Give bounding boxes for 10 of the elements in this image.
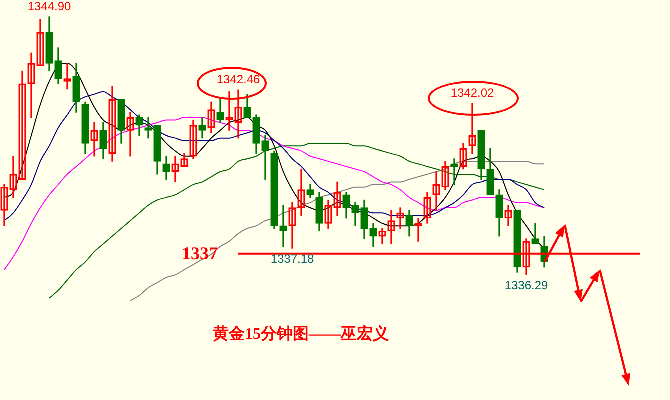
annotation: 1337.18 xyxy=(270,252,315,266)
annotation: 1336.29 xyxy=(504,278,549,292)
candlestick xyxy=(280,205,288,248)
annotation: 1342.46 xyxy=(216,72,261,86)
annotation: 1344.90 xyxy=(28,0,72,14)
annotation: 1342.02 xyxy=(450,86,495,100)
candlestick xyxy=(144,117,152,139)
candlestick xyxy=(262,135,270,180)
annotation: 1337 xyxy=(182,244,218,264)
text: 黄金15分钟图——巫宏义 xyxy=(212,324,389,344)
